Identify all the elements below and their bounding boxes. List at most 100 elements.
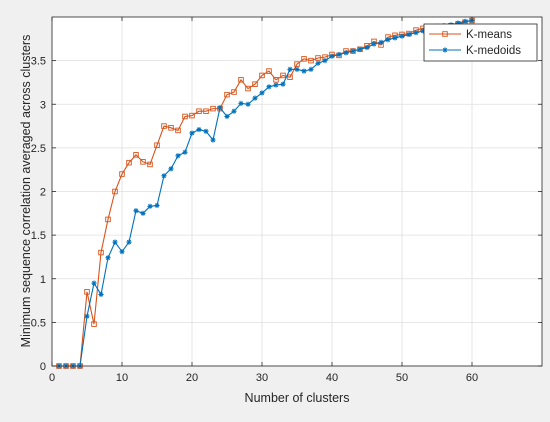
data-point-k-medoids-shape <box>224 113 230 120</box>
data-point-k-medoids <box>329 53 335 59</box>
data-point-k-medoids-shape <box>266 84 272 90</box>
data-point-k-medoids-shape <box>112 239 118 245</box>
data-point-k-means <box>224 91 230 98</box>
data-point-k-means <box>119 171 125 177</box>
data-point-k-medoids <box>224 113 230 120</box>
y-tick-label: 1 <box>40 274 46 286</box>
x-tick-label: 60 <box>466 372 478 384</box>
data-point-k-medoids <box>203 128 209 134</box>
data-point-k-medoids <box>105 255 111 261</box>
data-point-k-means <box>112 188 118 195</box>
data-point-k-medoids-shape <box>203 128 209 134</box>
data-point-k-medoids <box>259 90 265 96</box>
data-point-k-medoids-shape <box>413 30 419 36</box>
data-point-k-medoids-shape <box>406 31 412 38</box>
data-point-k-medoids <box>210 137 216 143</box>
series-lines <box>56 17 475 369</box>
data-point-k-means <box>245 85 251 92</box>
data-point-k-medoids-shape <box>98 291 104 298</box>
data-point-k-medoids-shape <box>322 58 328 64</box>
data-point-k-medoids-shape <box>168 166 174 172</box>
data-point-k-medoids <box>364 44 370 51</box>
data-point-k-medoids-shape <box>105 255 111 261</box>
data-point-k-medoids-shape <box>133 208 139 214</box>
tick-marks <box>51 17 542 367</box>
data-point-k-means <box>287 74 293 80</box>
data-point-k-medoids-shape <box>287 66 293 72</box>
data-point-k-means <box>231 89 237 95</box>
data-point-k-medoids-shape <box>119 249 125 255</box>
data-point-k-medoids-shape <box>315 60 321 66</box>
data-point-k-means <box>98 249 104 256</box>
data-point-k-medoids <box>455 20 461 26</box>
x-tick-labels: 0 10 20 30 40 50 60 <box>49 372 478 384</box>
legend: K-means K-medoids <box>423 23 538 62</box>
data-point-k-medoids <box>371 41 377 47</box>
data-point-k-medoids <box>336 51 342 58</box>
legend-swatch-marker-shape <box>442 47 448 53</box>
data-point-k-medoids <box>231 108 237 114</box>
data-point-k-medoids-shape <box>455 20 461 26</box>
x-tick-label: 40 <box>326 372 338 384</box>
y-tick-label: 0.5 <box>31 317 46 329</box>
data-point-k-means <box>147 161 153 168</box>
data-point-k-medoids-shape <box>364 44 370 51</box>
data-point-k-medoids <box>266 84 272 90</box>
data-point-k-medoids <box>294 66 300 72</box>
data-point-k-medoids <box>175 153 181 159</box>
data-point-k-medoids-shape <box>336 51 342 58</box>
data-point-k-means <box>168 125 174 131</box>
y-tick-label: 1.5 <box>31 230 46 242</box>
data-point-k-means <box>259 72 265 79</box>
data-point-k-medoids <box>420 28 426 34</box>
data-point-k-means <box>210 105 216 112</box>
y-tick-label: 2.5 <box>31 143 46 155</box>
data-point-k-medoids-shape <box>385 37 391 43</box>
x-tick-label: 20 <box>186 372 198 384</box>
data-point-k-medoids <box>154 202 160 209</box>
x-tick-label: 10 <box>116 372 128 384</box>
legend-label: K-means <box>466 29 512 41</box>
data-point-k-medoids-shape <box>161 173 167 179</box>
legend-entry-k-means: K-means <box>429 29 512 41</box>
data-point-k-medoids <box>189 130 195 136</box>
data-point-k-medoids <box>378 39 384 45</box>
data-point-k-medoids <box>147 203 153 209</box>
data-point-k-medoids-shape <box>392 35 398 41</box>
data-point-k-medoids-shape <box>301 68 307 74</box>
data-point-k-medoids-shape <box>350 48 356 54</box>
data-point-k-medoids-shape <box>140 210 146 216</box>
data-point-k-medoids-shape <box>378 39 384 45</box>
data-point-k-medoids <box>133 208 139 214</box>
data-point-k-medoids-shape <box>231 108 237 114</box>
data-point-k-means <box>161 123 167 129</box>
data-point-k-means <box>273 77 279 83</box>
y-axis-label: Minimum sequence correlation averaged ac… <box>19 35 33 348</box>
legend-label: K-medoids <box>466 45 521 57</box>
data-point-k-medoids <box>413 30 419 36</box>
data-point-k-medoids <box>161 173 167 179</box>
data-point-k-medoids <box>462 18 468 24</box>
data-point-k-medoids <box>112 239 118 245</box>
data-point-k-means <box>238 77 244 83</box>
data-point-k-medoids <box>392 35 398 41</box>
data-point-k-medoids <box>385 37 391 43</box>
data-point-k-means <box>308 57 314 64</box>
data-point-k-medoids-shape <box>84 313 90 319</box>
data-point-k-medoids-shape <box>147 203 153 209</box>
x-tick-label: 50 <box>396 372 408 384</box>
data-point-k-medoids <box>252 95 258 101</box>
data-point-k-means <box>84 289 90 295</box>
data-point-k-medoids <box>301 68 307 74</box>
data-point-k-medoids <box>308 66 314 72</box>
y-tick-labels: 0 0.5 1 1.5 2 2.5 3 3.5 <box>31 56 46 373</box>
data-point-k-means <box>301 56 307 62</box>
legend-box <box>423 23 538 62</box>
data-point-k-medoids <box>91 280 97 286</box>
x-tick-label: 0 <box>49 372 55 384</box>
data-point-k-medoids <box>238 100 244 106</box>
series-k-medoids <box>56 17 475 369</box>
data-point-k-means <box>133 152 139 158</box>
data-point-k-medoids <box>273 82 279 88</box>
